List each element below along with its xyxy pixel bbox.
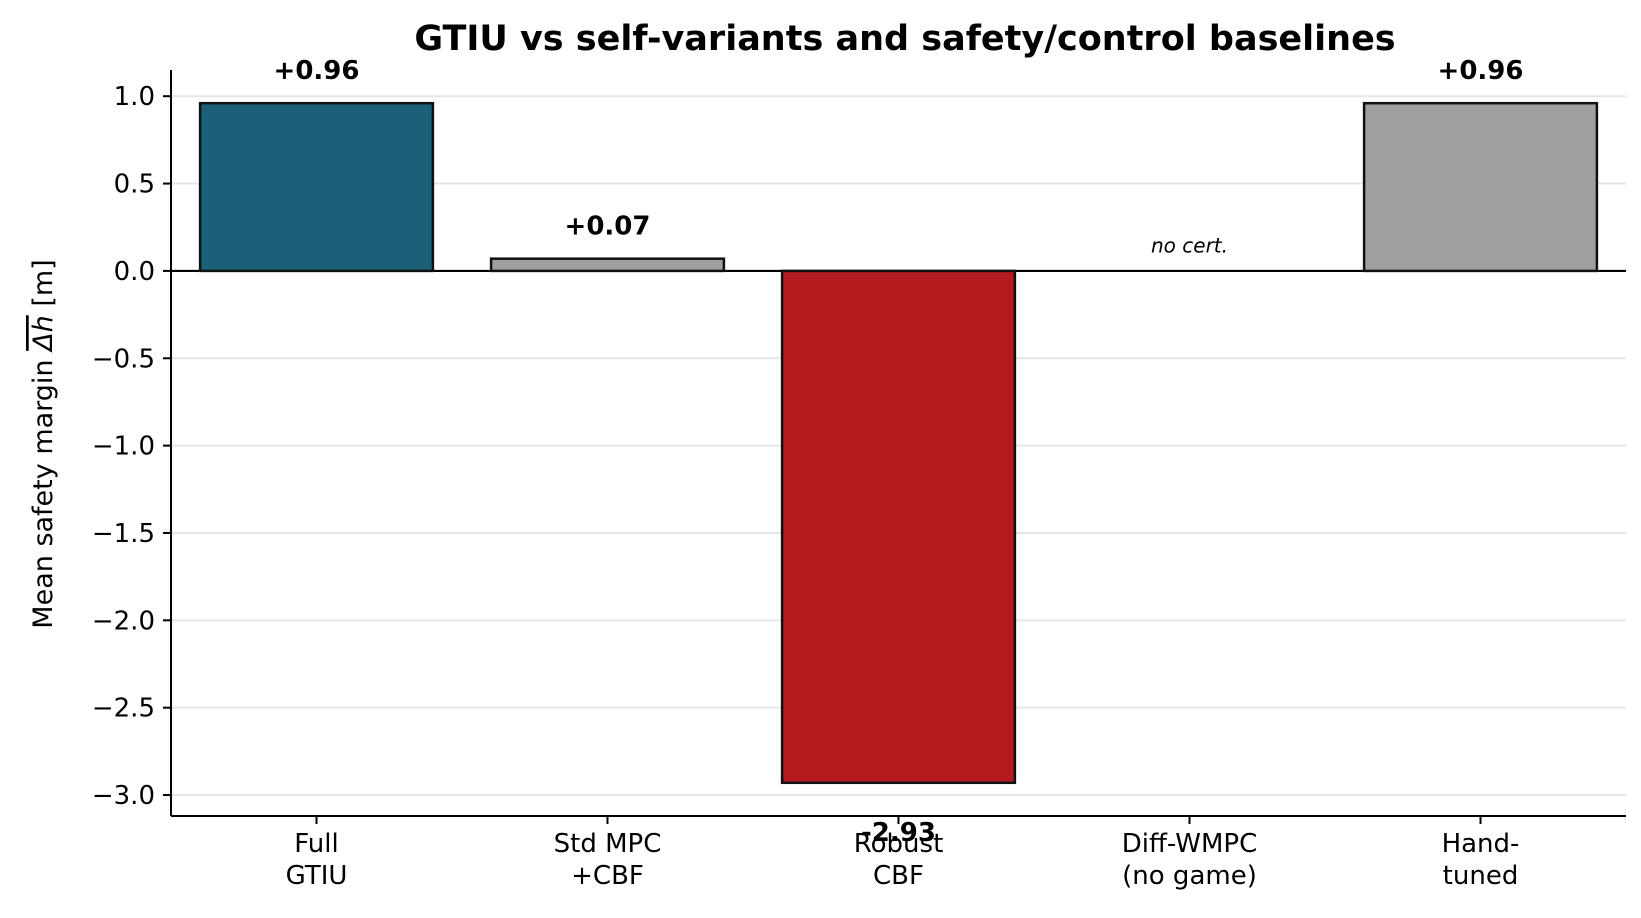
y-tick-label: 1.0 <box>114 82 155 112</box>
bars <box>198 101 1599 785</box>
y-tick-label: −3.0 <box>92 781 155 811</box>
y-ticks: 1.0 0.5 0.0 −0.5 −1.0 −1.5 −2.0 −2.5 −3.0 <box>92 82 171 811</box>
bar <box>198 101 435 273</box>
value-labels: +0.96 +0.07 -2.93 no cert. +0.96 <box>274 56 1524 848</box>
y-tick-label: 0.0 <box>114 257 155 287</box>
chart-title: GTIU vs self-variants and safety/control… <box>414 19 1395 59</box>
x-tick-label: Full GTIU <box>286 829 348 891</box>
x-tick-label: Robust CBF <box>854 829 944 891</box>
data-label: -2.93 <box>861 818 936 848</box>
data-label: +0.07 <box>565 212 651 242</box>
bar <box>780 269 1017 785</box>
y-tick-label: −1.0 <box>92 432 155 462</box>
bar <box>489 257 726 273</box>
y-tick-label: −1.5 <box>92 519 155 549</box>
y-tick-label: −0.5 <box>92 344 155 374</box>
y-axis-label-text: Mean safety margin <box>28 359 59 628</box>
y-tick-label: −2.5 <box>92 694 155 724</box>
x-ticks: Full GTIU Std MPC +CBF Robust CBF Diff-WMPC (no… <box>286 816 1520 891</box>
bar <box>1362 101 1599 273</box>
y-axis-label-symbol: Δh <box>28 315 59 353</box>
y-axis-label: Mean safety margin Δh [m] <box>28 259 59 628</box>
x-tick-label: Diff-WMPC (no game) <box>1122 829 1257 891</box>
data-label: +0.96 <box>1438 56 1524 86</box>
x-tick-label: Std MPC +CBF <box>554 829 662 891</box>
y-tick-label: 0.5 <box>114 170 155 200</box>
data-label: +0.96 <box>274 56 360 86</box>
data-label: no cert. <box>1151 234 1228 258</box>
x-tick-label: Hand-tuned <box>1442 829 1520 891</box>
y-axis-label-unit: [m] <box>28 259 59 306</box>
y-tick-label: −2.0 <box>92 606 155 636</box>
